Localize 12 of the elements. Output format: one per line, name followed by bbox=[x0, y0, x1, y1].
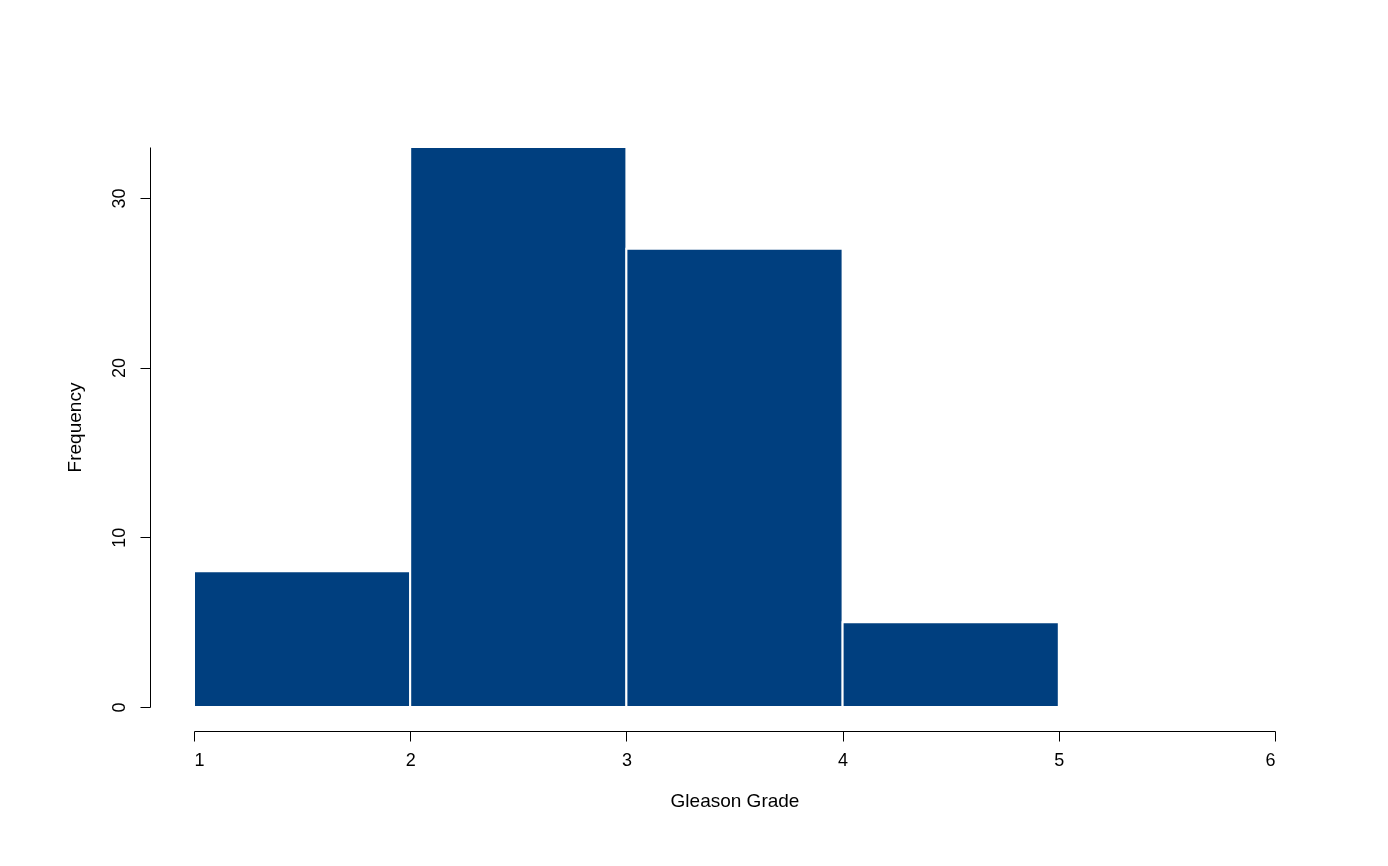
x-tick-label: 2 bbox=[405, 749, 416, 770]
y-axis-title: Frequency bbox=[63, 382, 85, 473]
y-tick-label: 20 bbox=[108, 358, 129, 379]
y-tick-label: 30 bbox=[108, 188, 129, 209]
x-tick-label: 3 bbox=[621, 749, 632, 770]
x-tick-label: 5 bbox=[1054, 749, 1065, 770]
x-tick-label: 4 bbox=[838, 749, 849, 770]
x-axis-title: Gleason Grade bbox=[670, 789, 800, 811]
y-tick-label: 10 bbox=[108, 527, 129, 548]
x-tick-label: 6 bbox=[1265, 749, 1276, 770]
y-tick-label: 0 bbox=[108, 702, 129, 713]
x-tick-label: 1 bbox=[194, 749, 205, 770]
